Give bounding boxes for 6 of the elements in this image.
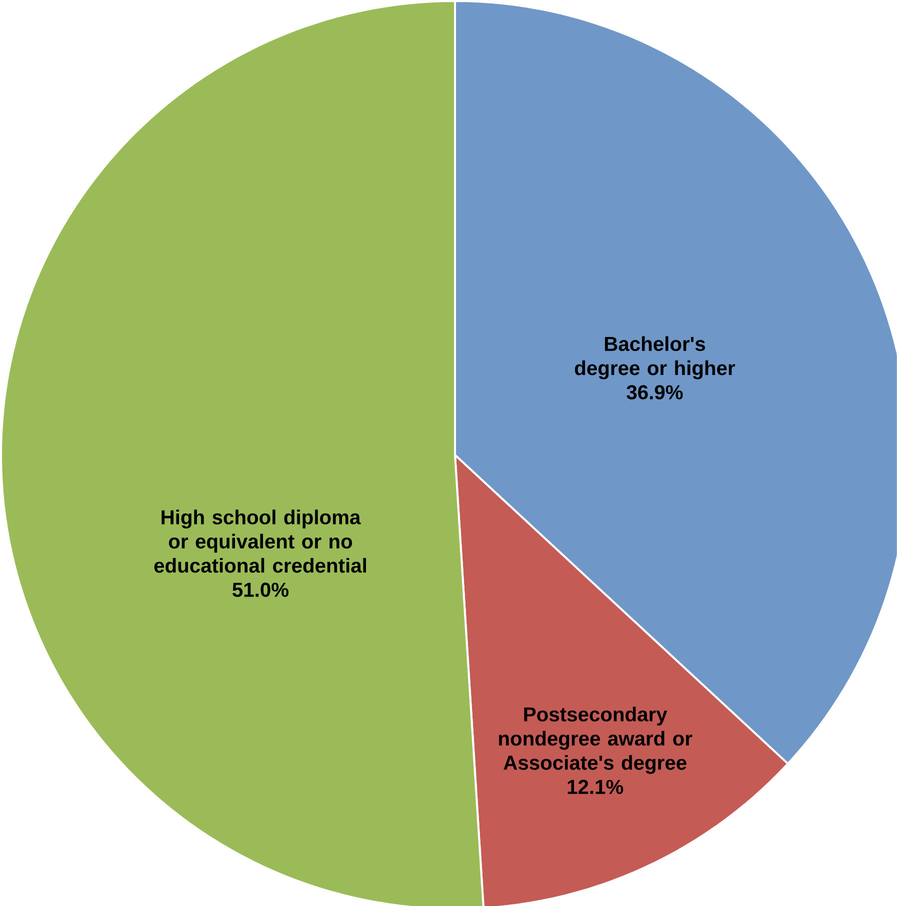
slice-label: High school diploma or equivalent or no educational credential xyxy=(154,510,366,573)
slice-label: Bachelor's degree or higher xyxy=(575,336,736,380)
slice-label: Postsecondary nondegree award or Associate's degree xyxy=(499,706,692,774)
data-label: 51.0% xyxy=(232,582,289,597)
data-label: 36.9% xyxy=(626,385,683,400)
data-label: 12.1% xyxy=(568,780,624,794)
